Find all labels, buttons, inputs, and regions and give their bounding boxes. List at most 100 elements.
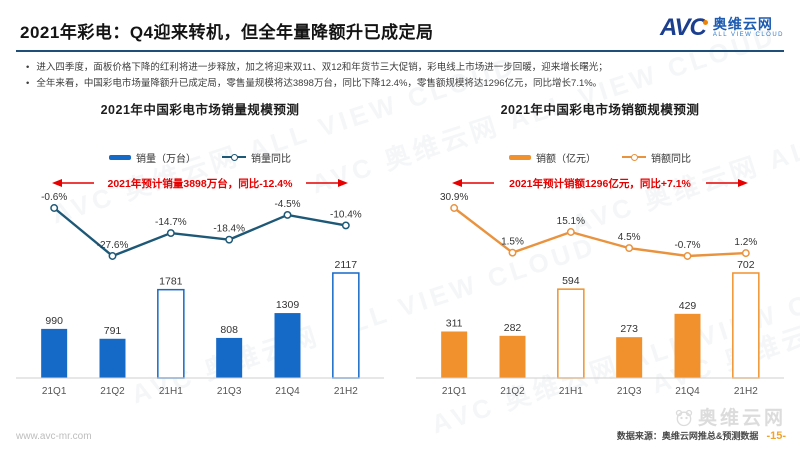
bar-value-label: 429 bbox=[679, 300, 697, 312]
x-axis-label: 21H1 bbox=[159, 386, 183, 397]
page-title: 2021年彩电：Q4迎来转机，但全年量降额升已成定局 bbox=[20, 23, 434, 42]
volume-chart-legend: 销量（万台） 销量同比 bbox=[109, 150, 291, 165]
revenue-chart-title: 2021年中国彩电市场销额规模预测 bbox=[500, 103, 700, 118]
line-swatch-icon bbox=[222, 153, 246, 162]
bullet-dot: • bbox=[26, 62, 30, 73]
bar bbox=[732, 272, 760, 380]
line-point bbox=[341, 221, 350, 230]
x-axis-label: 21H1 bbox=[559, 386, 583, 397]
bullet-dot: • bbox=[26, 77, 30, 89]
line-point bbox=[625, 244, 634, 253]
line-point bbox=[508, 249, 517, 257]
bar bbox=[216, 338, 243, 379]
line-value-label: -18.4% bbox=[213, 224, 245, 235]
revenue-chart-canvas: 2021年预计销额1296亿元，同比+7.1% 311 282 594 273 429 70… bbox=[410, 166, 790, 416]
revenue-chart: 2021年中国彩电市场销额规模预测 销额（亿元） 销额同比 2021年预计销额1… bbox=[400, 95, 800, 416]
volume-chart-canvas: 2021年预计销量3898万台，同比-12.4% 990 791 1781 808 130… bbox=[10, 166, 390, 416]
line-value-label: -0.6% bbox=[41, 192, 67, 203]
chart-svg: 2021年预计销额1296亿元，同比+7.1% 311 282 594 273 429 70… bbox=[416, 177, 784, 397]
bar-value-label: 1309 bbox=[276, 299, 300, 311]
legend-item-line: 销量同比 bbox=[222, 150, 291, 165]
line-point bbox=[225, 236, 234, 244]
avc-logo: AVC 奥维云网 ALL VIEW CLOUD bbox=[660, 14, 784, 42]
line-value-label: -10.4% bbox=[330, 210, 362, 221]
x-axis-label: 21Q2 bbox=[500, 386, 525, 397]
line-value-label: -14.7% bbox=[155, 217, 187, 228]
bar bbox=[332, 272, 360, 380]
data-source: 数据来源：奥维云网推总&预测数据 bbox=[616, 431, 759, 441]
website-link: www.avc-mr.com bbox=[16, 431, 92, 442]
volume-chart: 2021年中国彩电市场销量规模预测 销量（万台） 销量同比 2021年预计销量3… bbox=[0, 95, 400, 416]
x-axis-label: 21Q1 bbox=[442, 386, 467, 397]
charts-row: 2021年中国彩电市场销量规模预测 销量（万台） 销量同比 2021年预计销量3… bbox=[0, 95, 800, 416]
line-value-label: 30.9% bbox=[440, 192, 468, 203]
x-axis-label: 21Q2 bbox=[100, 386, 125, 397]
slide-header: 2021年彩电：Q4迎来转机，但全年量降额升已成定局 AVC 奥维云网 ALL … bbox=[0, 0, 800, 43]
legend-item-bar: 销量（万台） bbox=[109, 150, 196, 165]
line-value-label: 1.2% bbox=[734, 237, 757, 248]
legend-item-line: 销额同比 bbox=[622, 150, 691, 165]
line-value-label: -27.6% bbox=[97, 240, 129, 251]
line-point bbox=[108, 252, 117, 261]
bar bbox=[557, 288, 585, 380]
panda-logo-icon bbox=[675, 409, 693, 427]
chart-svg: 2021年预计销量3898万台，同比-12.4% 990 791 1781 808 130… bbox=[16, 177, 384, 397]
legend-label: 销量（万台） bbox=[136, 153, 196, 165]
x-axis-label: 21Q1 bbox=[42, 386, 67, 397]
logo-name-cn: 奥维云网 bbox=[712, 16, 773, 32]
line-value-label: 1.5% bbox=[501, 237, 524, 248]
line-point bbox=[683, 252, 692, 261]
logo-name-en: ALL VIEW CLOUD bbox=[712, 32, 784, 39]
line-point bbox=[566, 228, 575, 237]
chart-annotation: 2021年预计销量3898万台，同比-12.4% bbox=[108, 177, 294, 190]
volume-chart-title: 2021年中国彩电市场销量规模预测 bbox=[100, 103, 300, 118]
bar-value-label: 1781 bbox=[159, 276, 183, 288]
slide-footer: www.avc-mr.com 奥维云网 数据来源：奥维云网推总&预测数据 -15- bbox=[16, 408, 786, 443]
line-point bbox=[283, 211, 292, 220]
line-point bbox=[166, 229, 175, 238]
footer-watermark-logo: 奥维云网 bbox=[617, 408, 786, 428]
bar-value-label: 791 bbox=[104, 325, 122, 337]
bar-value-label: 2117 bbox=[335, 259, 358, 271]
bar-value-label: 311 bbox=[446, 318, 463, 330]
bar bbox=[499, 336, 526, 379]
line-value-label: 4.5% bbox=[618, 232, 641, 243]
x-axis-label: 21H2 bbox=[334, 386, 358, 397]
line-value-label: -4.5% bbox=[274, 199, 300, 210]
bullet-item: • 全年来看，中国彩电市场量降额升已成定局，零售量规模将达3898万台，同比下降1… bbox=[26, 76, 774, 92]
line-point bbox=[741, 249, 750, 258]
bar-value-label: 990 bbox=[45, 315, 63, 327]
bullet-list: • 进入四季度，面板价格下降的红利将进一步释放，加之将迎来双11、双12和年货节三… bbox=[0, 60, 800, 91]
chart-annotation: 2021年预计销额1296亿元，同比+7.1% bbox=[509, 177, 691, 190]
line-value-label: -0.7% bbox=[674, 240, 700, 251]
line-value-label: 15.1% bbox=[557, 216, 585, 227]
bar-value-label: 594 bbox=[562, 275, 580, 287]
legend-label: 销额同比 bbox=[651, 153, 691, 165]
line-point bbox=[450, 204, 459, 213]
bar bbox=[157, 289, 185, 380]
bullet-text: 全年来看，中国彩电市场量降额升已成定局，零售量规模将达3898万台，同比下降12… bbox=[36, 77, 603, 89]
bar-value-label: 702 bbox=[737, 259, 755, 271]
bar-value-label: 282 bbox=[504, 322, 522, 334]
bar bbox=[616, 337, 643, 379]
avc-logo-text: AVC bbox=[659, 14, 707, 41]
legend-label: 销量同比 bbox=[251, 153, 291, 165]
bar-swatch-icon bbox=[509, 154, 531, 160]
x-axis-label: 21Q4 bbox=[275, 386, 300, 397]
bar-swatch-icon bbox=[109, 154, 131, 160]
x-axis-label: 21Q3 bbox=[617, 386, 642, 397]
legend-label: 销额（亿元） bbox=[536, 153, 596, 165]
line-point bbox=[50, 204, 59, 213]
bar bbox=[674, 314, 701, 379]
footer-watermark-text: 奥维云网 bbox=[697, 407, 786, 429]
page-number: -15- bbox=[766, 430, 786, 442]
bar bbox=[274, 313, 301, 379]
bar bbox=[441, 331, 468, 379]
header-divider bbox=[16, 50, 784, 52]
bar-value-label: 808 bbox=[220, 324, 238, 336]
bullet-text: 进入四季度，面板价格下降的红利将进一步释放，加之将迎来双11、双12和年货节三大… bbox=[36, 62, 608, 73]
bullet-item: • 进入四季度，面板价格下降的红利将进一步释放，加之将迎来双11、双12和年货节三… bbox=[26, 60, 774, 76]
legend-item-bar: 销额（亿元） bbox=[509, 150, 596, 165]
line-swatch-icon bbox=[622, 153, 646, 162]
